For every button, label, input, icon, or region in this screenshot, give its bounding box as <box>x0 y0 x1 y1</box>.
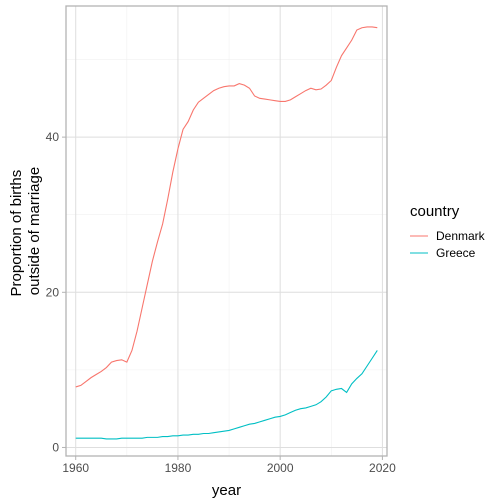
legend-items: Denmark Greece <box>410 229 486 260</box>
x-tick-label: 2000 <box>267 461 294 475</box>
x-axis-title: year <box>212 482 241 499</box>
legend-title: country <box>410 203 460 220</box>
legend-label-denmark: Denmark <box>436 229 486 243</box>
y-tick-label: 0 <box>52 440 59 454</box>
legend-item-greece: Greece <box>410 246 476 260</box>
x-tick-label: 2020 <box>369 461 396 475</box>
y-tick-label: 20 <box>46 285 60 299</box>
x-tick-label: 1980 <box>165 461 192 475</box>
y-axis-title-line-1: Proportion of births <box>8 170 25 297</box>
series-line-greece <box>75 350 378 440</box>
legend: country Denmark Greece <box>410 203 486 260</box>
panel-border <box>65 5 388 457</box>
series-line-denmark <box>75 26 378 388</box>
series-lines <box>75 26 378 440</box>
legend-label-greece: Greece <box>436 246 476 260</box>
x-axis-ticks: 1960 1980 2000 2020 <box>62 456 396 475</box>
legend-item-denmark: Denmark <box>410 229 486 243</box>
y-axis-title: Proportion of births outside of marriage <box>8 166 43 297</box>
x-tick-label: 1960 <box>62 461 89 475</box>
major-gridlines <box>66 6 387 456</box>
y-axis-title-line-2: outside of marriage <box>26 167 43 295</box>
y-axis-ticks: 0 20 40 <box>46 130 66 454</box>
y-tick-label: 40 <box>46 130 60 144</box>
